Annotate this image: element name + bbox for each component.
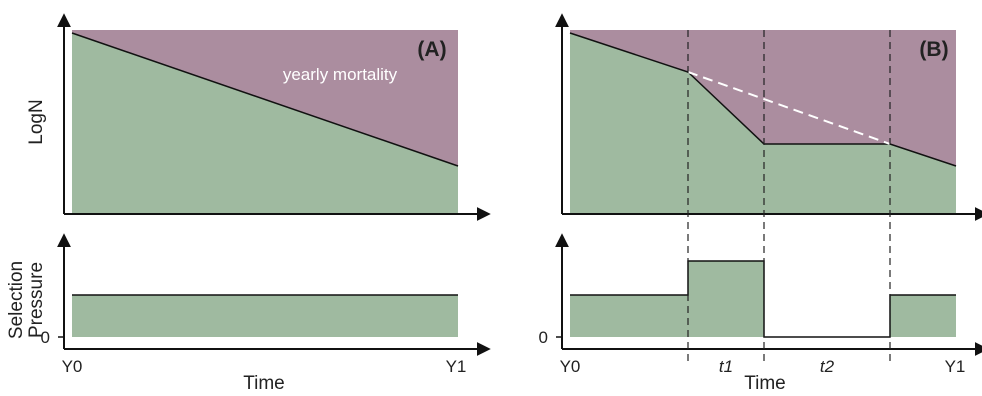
panel-a-population-line xyxy=(71,32,459,167)
panel-a-x-end-label: Y1 xyxy=(446,357,467,376)
panel-a-x-start-label: Y0 xyxy=(62,357,83,376)
panel-b-x-end-label: Y1 xyxy=(945,357,966,376)
t1-label: t1 xyxy=(719,357,733,376)
t2-label: t2 xyxy=(820,357,835,376)
panel-b-selection-area-1 xyxy=(570,295,688,337)
panel-a-selection-area xyxy=(72,295,458,337)
panel-a: yearly mortality (A) LogN 0 Selection Pr… xyxy=(6,13,491,394)
y-axis-label-pressure: Pressure xyxy=(26,262,47,338)
panel-b-population-area xyxy=(570,33,956,214)
panel-a-x-axis-label: Time xyxy=(243,373,285,394)
panel-b: (B) 0 Y0 Y1 t1 t2 Time xyxy=(539,13,982,394)
panel-b-selection-area-t1 xyxy=(688,261,764,337)
panel-a-label: (A) xyxy=(417,38,446,61)
panel-a-population-area xyxy=(72,33,458,214)
panel-b-expected-line xyxy=(687,71,891,145)
panel-b-x-axis-label: Time xyxy=(744,373,786,394)
panel-b-label: (B) xyxy=(919,38,948,61)
panel-b-selection-area-2 xyxy=(890,295,956,337)
panel-b-x-start-label: Y0 xyxy=(560,357,581,376)
y-axis-label-selection: Selection xyxy=(6,261,27,339)
mortality-annotation: yearly mortality xyxy=(283,65,398,84)
panel-a-zero-label: 0 xyxy=(41,328,50,347)
panel-b-zero-label: 0 xyxy=(539,328,548,347)
y-axis-label-logn: LogN xyxy=(26,99,47,144)
